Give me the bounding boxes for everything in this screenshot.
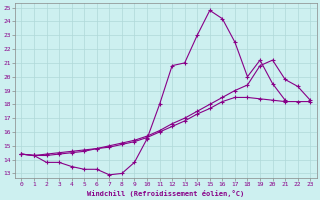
X-axis label: Windchill (Refroidissement éolien,°C): Windchill (Refroidissement éolien,°C) (87, 190, 244, 197)
